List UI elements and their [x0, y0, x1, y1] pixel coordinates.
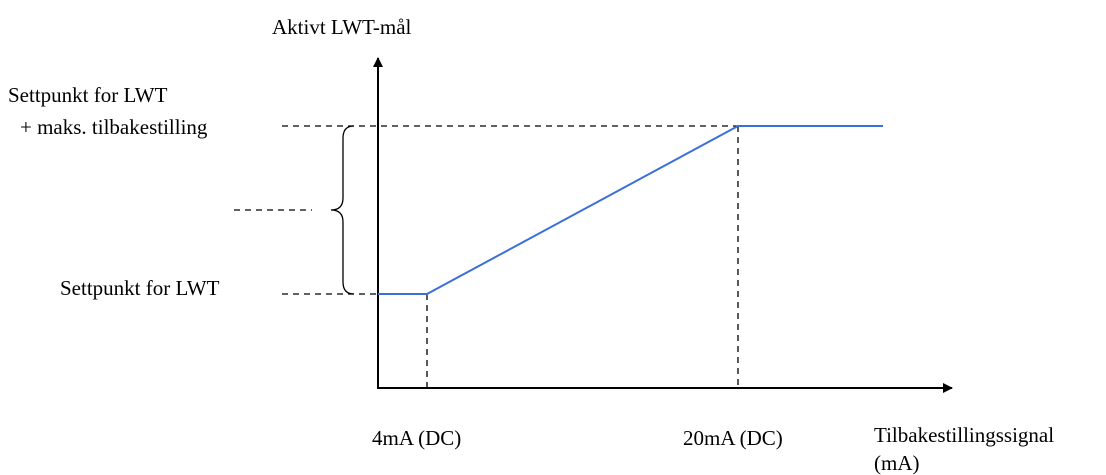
range-brace	[330, 125, 355, 295]
tick-label-4ma: 4mA (DC)	[372, 426, 461, 450]
setpoint-label: Settpunkt for LWT	[60, 276, 220, 300]
setpoint-max-label-line2: + maks. tilbakestilling	[20, 115, 208, 139]
y-axis-title: Aktivt LWT-mål	[272, 15, 412, 39]
x-axis-title-line1: Tilbakestillingssignal	[874, 423, 1054, 447]
setpoint-max-label-line1: Settpunkt for LWT	[8, 83, 168, 107]
reset-curve	[378, 125, 883, 295]
x-axis-title-line2: (mA)	[874, 451, 920, 475]
tick-label-20ma: 20mA (DC)	[683, 426, 783, 450]
